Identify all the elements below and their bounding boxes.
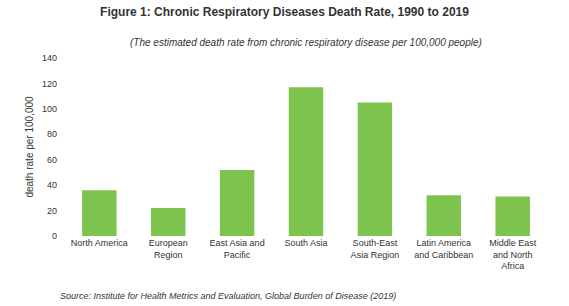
svg-text:0: 0 — [52, 231, 57, 241]
svg-text:death rate per 100,000: death rate per 100,000 — [24, 96, 35, 198]
svg-text:80: 80 — [47, 129, 57, 139]
svg-text:60: 60 — [47, 155, 57, 165]
svg-text:100: 100 — [42, 104, 57, 114]
svg-text:120: 120 — [42, 79, 57, 89]
svg-text:North America: North America — [71, 238, 128, 248]
svg-text:Source: Institute for Health M: Source: Institute for Health Metrics and… — [60, 291, 396, 301]
svg-text:South Asia: South Asia — [284, 238, 327, 248]
svg-text:20: 20 — [47, 206, 57, 216]
svg-text:EuropeanRegion: EuropeanRegion — [149, 238, 188, 260]
svg-text:Figure 1: Chronic Respiratory: Figure 1: Chronic Respiratory Diseases D… — [100, 5, 469, 19]
svg-text:Middle Eastand NorthAfrica: Middle Eastand NorthAfrica — [489, 238, 537, 271]
svg-text:Latin Americaand Caribbean: Latin Americaand Caribbean — [414, 238, 473, 260]
svg-text:East Asia andPacific: East Asia andPacific — [210, 238, 265, 260]
svg-text:South-EastAsia Region: South-EastAsia Region — [351, 238, 400, 260]
svg-text:40: 40 — [47, 180, 57, 190]
svg-text:140: 140 — [42, 53, 57, 63]
svg-text:(The estimated death rate from: (The estimated death rate from chronic r… — [130, 37, 482, 48]
